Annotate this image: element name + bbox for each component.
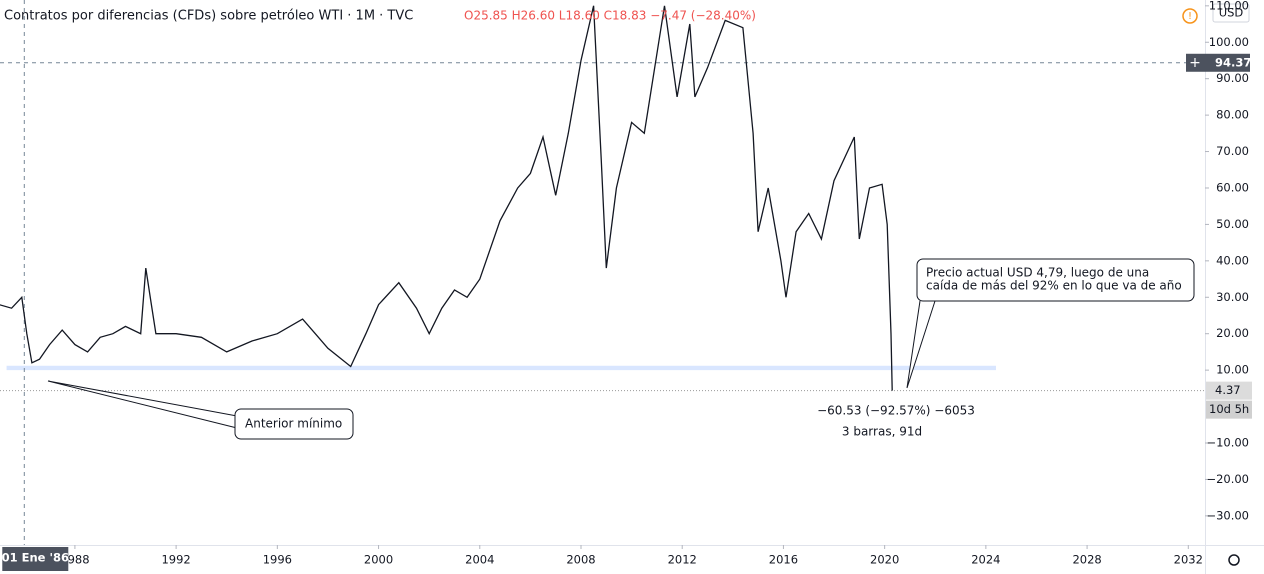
measure-bars: 3 barras, 91d [842, 425, 922, 439]
x-tick-label: 1996 [263, 553, 292, 567]
currency-badge[interactable] [1212, 3, 1250, 23]
alert-icon-mark: ! [1188, 11, 1192, 22]
callout-pointer [47, 380, 238, 429]
callout-text: caída de más del 92% en lo que va de año [926, 279, 1182, 293]
last-price-label: 4.37 [1215, 383, 1241, 397]
y-tick-label: 90.00 [1216, 71, 1249, 85]
countdown-badge [1206, 400, 1252, 419]
callout-pointer [906, 300, 936, 389]
x-tick-label: 1992 [161, 553, 190, 567]
x-tick-label: 2000 [364, 553, 393, 567]
y-tick-label: 10.00 [1216, 363, 1249, 377]
countdown-label: 10d 5h [1209, 402, 1249, 416]
measure-label: −60.53 (−92.57%) −6053 [817, 404, 975, 418]
crosshair-y-badge [1186, 53, 1250, 72]
y-tick-label: 20.00 [1216, 326, 1249, 340]
y-tick-label: −10.00 [1206, 435, 1249, 449]
y-tick-label: −30.00 [1206, 508, 1249, 522]
y-tick-label: 110.00 [1209, 0, 1249, 12]
y-tick-label: 80.00 [1216, 108, 1249, 122]
x-tick-label: 2020 [870, 553, 899, 567]
y-tick-label: 100.00 [1209, 35, 1249, 49]
y-tick-label: 50.00 [1216, 217, 1249, 231]
y-tick-label: 30.00 [1216, 290, 1249, 304]
x-tick-label: 2008 [566, 553, 595, 567]
x-tick-label: 2016 [769, 553, 798, 567]
crosshair-plus: + [1189, 55, 1201, 71]
last-price-badge [1206, 381, 1252, 400]
x-tick-label: 2032 [1174, 553, 1203, 567]
x-tick-label: 2028 [1072, 553, 1101, 567]
crosshair-x-label: 01 Ene '86 [2, 551, 69, 565]
alert-icon[interactable] [1182, 8, 1198, 24]
settings-icon[interactable] [1228, 554, 1240, 566]
y-tick-label: 60.00 [1216, 180, 1249, 194]
y-tick-label: 40.00 [1216, 253, 1249, 267]
callout-box [916, 258, 1195, 302]
chart-title: Contratos por diferencias (CFDs) sobre p… [4, 9, 413, 24]
x-tick-label: 2012 [668, 553, 697, 567]
callout-box [234, 408, 354, 440]
x-tick-label: 2024 [971, 553, 1000, 567]
crosshair-y-label: 94.37 [1215, 55, 1251, 69]
callout-text: Precio actual USD 4,79, luego de una [926, 266, 1149, 280]
ohlc-readout: O25.85 H26.60 L18.60 C18.83 −7.47 (−28.4… [464, 9, 756, 23]
callout-text: Anterior mínimo [245, 417, 342, 431]
price-line [0, 5, 893, 391]
y-tick-label: −20.00 [1206, 472, 1249, 486]
currency-label: USD [1219, 6, 1244, 20]
crosshair-x-badge [2, 547, 69, 571]
x-tick-label: 2004 [465, 553, 494, 567]
plot-area [0, 0, 1205, 545]
y-tick-label: 70.00 [1216, 144, 1249, 158]
support-band [6, 365, 996, 371]
